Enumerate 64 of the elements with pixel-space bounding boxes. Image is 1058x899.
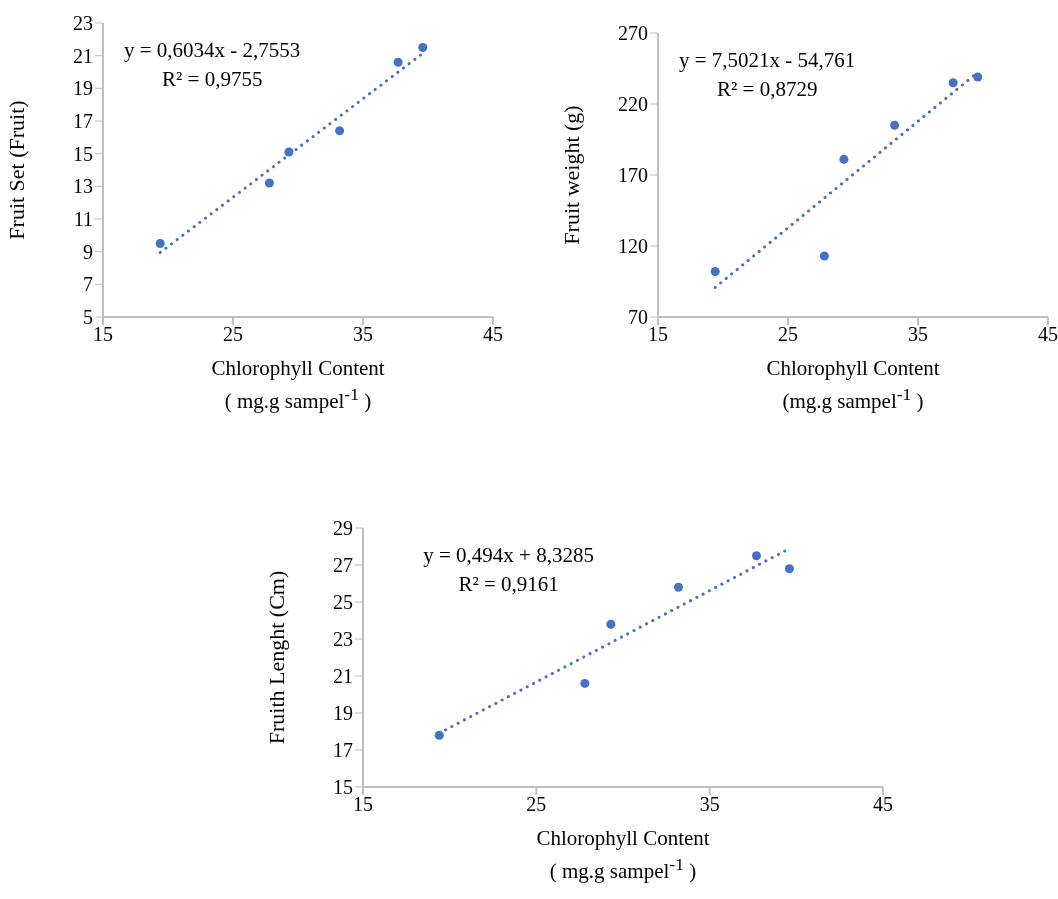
point <box>418 42 428 53</box>
y-tick-label: 17 <box>333 739 353 762</box>
point <box>284 147 294 157</box>
x-tick-label: 35 <box>908 323 928 346</box>
y-tick-label: 27 <box>333 554 353 577</box>
y-tick-label: 220 <box>618 93 648 116</box>
y-tick-label: 170 <box>618 164 648 187</box>
y-tick-label: 23 <box>333 628 353 651</box>
y-tick-label: 29 <box>333 517 353 540</box>
y-tick-label: 19 <box>333 702 353 725</box>
annotation: y = 0,494x + 8,3285 <box>422 542 595 569</box>
y-tick-label: 11 <box>73 208 93 231</box>
y-tick-label: 5 <box>83 306 93 329</box>
y-tick-label: 70 <box>628 306 648 329</box>
point <box>839 154 849 164</box>
y-axis-title: Fruit Set (Fruit) <box>3 100 29 240</box>
x-tick-label: 25 <box>223 323 243 346</box>
x-tick-label: 25 <box>526 793 547 816</box>
x-tick-label: 25 <box>778 323 798 346</box>
x-axis-title: Chlorophyll Content ( mg.g sampel$^{-1}$ ) <box>535 825 711 884</box>
y-axis-title: Fruit weight (g) <box>558 105 584 245</box>
annotation: R² = 0,8729 <box>716 76 819 103</box>
point <box>606 619 616 629</box>
point <box>434 730 444 740</box>
x-tick-label: 35 <box>699 793 720 816</box>
y-tick-label: 19 <box>73 77 93 100</box>
x-axis-title: Chlorophyll Content ( mg.g sampel$^{-1}$ ) <box>210 355 386 414</box>
y-tick-label: 270 <box>618 22 648 45</box>
point <box>673 582 683 592</box>
x-axis-title: Chlorophyll Content (mg.g sampel$^{-1}$ ) <box>765 355 941 414</box>
annotation: R² = 0,9755 <box>161 66 264 93</box>
point <box>264 178 274 188</box>
x-tick-label: 45 <box>1038 323 1058 346</box>
y-axis-title: Fruith Lenght (Cm) <box>263 570 289 745</box>
y-tick-label: 21 <box>333 665 353 688</box>
point <box>393 57 403 67</box>
y-tick-label: 23 <box>73 12 93 35</box>
y-tick-label: 17 <box>73 110 93 133</box>
y-tick-label: 21 <box>73 44 93 67</box>
point <box>890 120 900 130</box>
annotation: y = 7,5021x - 54,761 <box>678 47 857 74</box>
x-tick-label: 15 <box>648 323 668 346</box>
point <box>335 126 345 136</box>
x-tick-label: 45 <box>873 793 893 816</box>
y-tick-label: 120 <box>618 235 648 258</box>
y-tick-label: 9 <box>83 240 93 263</box>
point <box>580 678 590 688</box>
point <box>710 267 720 277</box>
y-tick-label: 15 <box>333 776 353 799</box>
y-tick-label: 15 <box>73 142 93 165</box>
annotation: R² = 0,9161 <box>457 571 560 598</box>
annotation: y = 0,6034x - 2,7553 <box>123 37 302 64</box>
x-tick-label: 45 <box>483 323 503 346</box>
point <box>155 238 165 249</box>
point <box>973 72 983 82</box>
y-tick-label: 25 <box>333 591 353 614</box>
y-tick-label: 7 <box>83 273 93 296</box>
x-tick-label: 35 <box>353 323 373 346</box>
x-tick-label: 15 <box>353 793 373 816</box>
point <box>948 78 958 88</box>
point <box>784 564 794 574</box>
point <box>819 251 829 261</box>
point <box>751 551 761 561</box>
y-tick-label: 13 <box>73 175 93 198</box>
